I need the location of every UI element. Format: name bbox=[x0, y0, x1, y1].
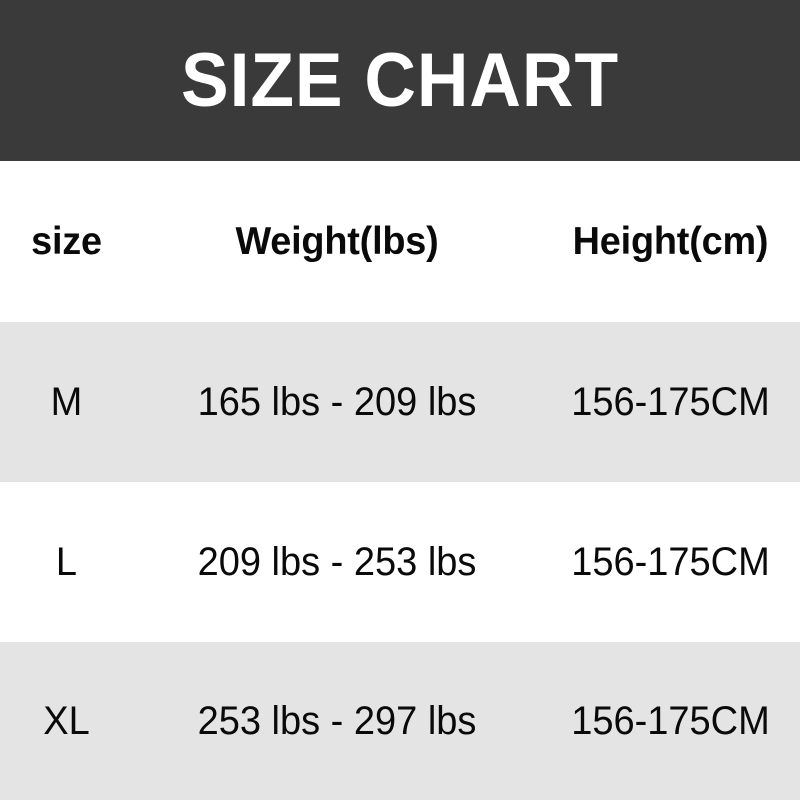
column-header-size: size bbox=[31, 219, 102, 263]
table-row: M 165 lbs - 209 lbs 156-175CM bbox=[0, 322, 800, 482]
cell-height: 156-175CM bbox=[571, 698, 770, 743]
page-title: SIZE CHART bbox=[180, 37, 620, 123]
title-bar: SIZE CHART bbox=[0, 0, 800, 161]
cell-height: 156-175CM bbox=[571, 539, 770, 584]
cell-size: M bbox=[50, 379, 83, 424]
table-row: L 209 lbs - 253 lbs 156-175CM bbox=[0, 482, 800, 642]
table-row: XL 253 lbs - 297 lbs 156-175CM bbox=[0, 642, 800, 800]
cell-weight: 253 lbs - 297 lbs bbox=[197, 698, 477, 743]
size-table: size Weight(lbs) Height(cm) M 165 lbs - … bbox=[0, 161, 800, 800]
cell-weight: 209 lbs - 253 lbs bbox=[197, 539, 477, 584]
cell-weight: 165 lbs - 209 lbs bbox=[197, 379, 477, 424]
cell-size: L bbox=[55, 539, 78, 584]
table-header-row: size Weight(lbs) Height(cm) bbox=[0, 161, 800, 322]
column-header-height: Height(cm) bbox=[572, 219, 769, 263]
column-header-weight: Weight(lbs) bbox=[235, 219, 439, 263]
cell-height: 156-175CM bbox=[571, 379, 770, 424]
cell-size: XL bbox=[43, 698, 90, 743]
